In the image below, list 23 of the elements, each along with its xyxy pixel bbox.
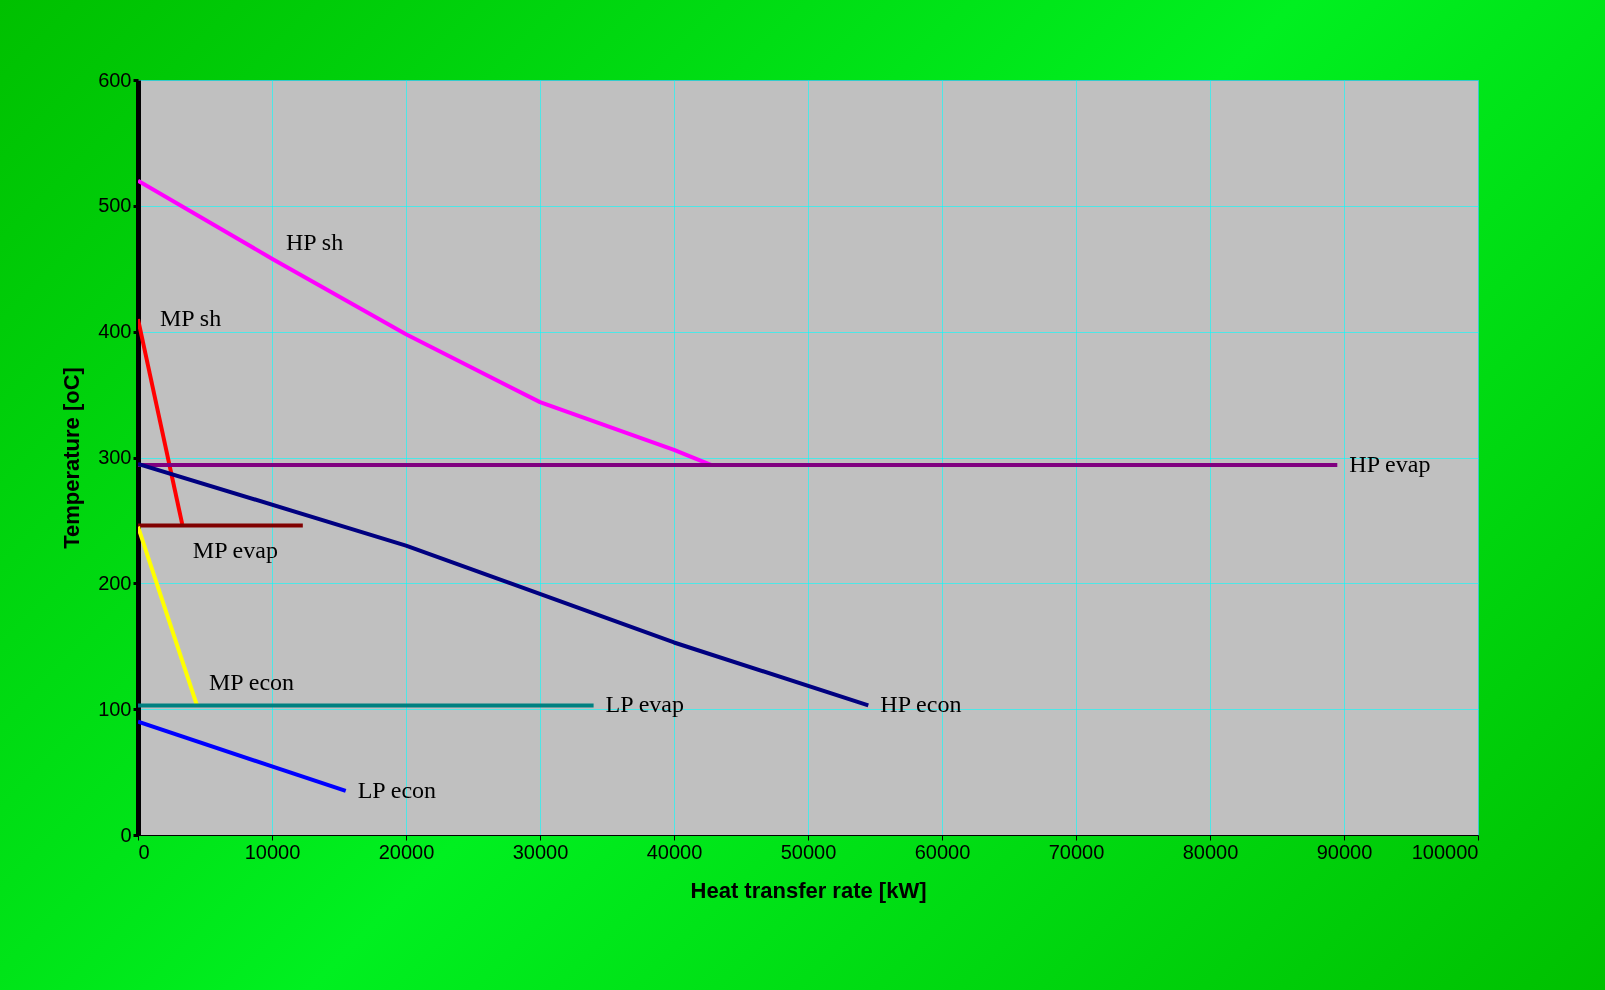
y-tick-label: 500 bbox=[98, 194, 132, 217]
x-tick-label: 70000 bbox=[1048, 840, 1105, 863]
y-tick-label: 0 bbox=[120, 823, 132, 846]
x-tick-label: 80000 bbox=[1182, 840, 1239, 863]
series-label: MP sh bbox=[160, 305, 222, 332]
x-tick-label: 60000 bbox=[914, 840, 971, 863]
y-axis-title: Temperature [oC] bbox=[59, 367, 85, 549]
y-tick-label: 400 bbox=[98, 320, 132, 343]
series-label: HP sh bbox=[286, 228, 344, 255]
x-tick-label: 50000 bbox=[780, 840, 837, 863]
y-tick-label: 200 bbox=[98, 571, 132, 594]
x-tick-label: 90000 bbox=[1316, 840, 1373, 863]
x-tick-label: 0 bbox=[138, 840, 150, 863]
series-label: HP evap bbox=[1349, 451, 1431, 478]
y-tick-label: 600 bbox=[98, 68, 132, 91]
x-tick-label: 100000 bbox=[1411, 840, 1479, 863]
y-tick-label: 100 bbox=[98, 697, 132, 720]
x-tick-label: 40000 bbox=[646, 840, 703, 863]
y-tick-label: 300 bbox=[98, 446, 132, 468]
x-axis-title: Heat transfer rate [kW] bbox=[690, 877, 927, 903]
x-tick-label: 30000 bbox=[512, 840, 569, 863]
x-tick-label: 20000 bbox=[378, 840, 435, 863]
x-tick-label: 10000 bbox=[244, 840, 301, 863]
